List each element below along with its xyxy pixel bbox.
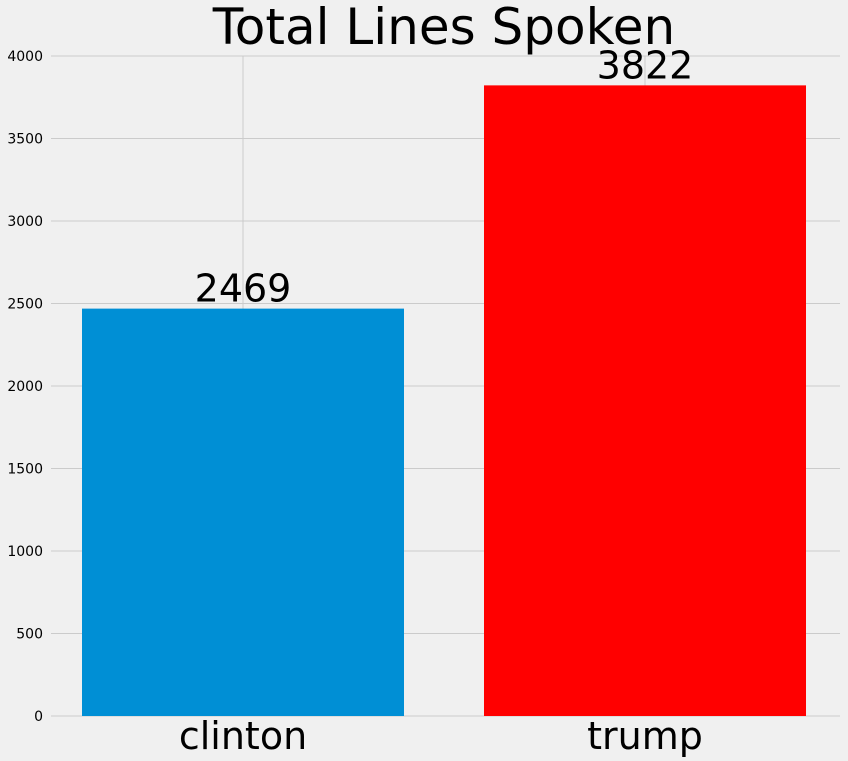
data-label-trump: 3822 [597, 43, 694, 87]
bars [82, 85, 806, 717]
bar-clinton [82, 308, 404, 716]
y-tick-label: 2000 [7, 379, 43, 395]
y-tick-label: 0 [34, 709, 43, 725]
x-tick-label-clinton: clinton [179, 714, 307, 758]
y-tick-label: 500 [16, 627, 43, 643]
x-tick-label-trump: trump [587, 714, 703, 758]
y-tick-label: 4000 [7, 49, 43, 65]
data-labels: 2469 3822 [195, 43, 694, 310]
bar-trump [484, 85, 806, 717]
y-axis-ticks: 0 500 1000 1500 2000 2500 3000 3500 4000 [7, 49, 43, 725]
y-tick-label: 2500 [7, 297, 43, 313]
y-tick-label: 3500 [7, 132, 43, 148]
y-tick-label: 3000 [7, 214, 43, 230]
data-label-clinton: 2469 [195, 267, 292, 311]
chart-title: Total Lines Spoken [212, 0, 676, 56]
y-tick-label: 1500 [7, 462, 43, 478]
y-tick-label: 1000 [7, 544, 43, 560]
x-axis-ticks: clinton trump [179, 714, 703, 758]
